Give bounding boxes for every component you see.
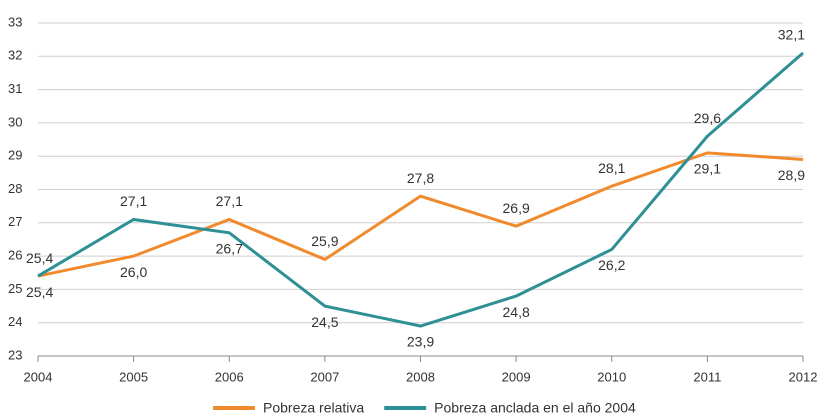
series-line — [37, 51, 804, 328]
data-label: 25,9 — [311, 233, 338, 249]
x-tick-label: 2008 — [406, 369, 435, 384]
data-label: 27,8 — [407, 170, 434, 186]
data-label: 29,1 — [694, 161, 721, 177]
y-tick-label: 30 — [8, 114, 22, 129]
data-label: 27,1 — [120, 193, 147, 209]
y-tick-label: 26 — [8, 248, 22, 263]
x-tick-label: 2012 — [789, 369, 818, 384]
y-tick-label: 31 — [8, 81, 22, 96]
data-label: 26,0 — [120, 264, 147, 280]
y-tick-label: 25 — [8, 281, 22, 296]
x-tick-label: 2011 — [693, 369, 721, 384]
x-tick-label: 2010 — [597, 369, 626, 384]
data-label: 28,1 — [598, 160, 625, 176]
data-label: 26,7 — [216, 240, 243, 256]
data-label: 25,4 — [26, 250, 53, 266]
x-tick-label: 2004 — [24, 369, 53, 384]
x-tick-label: 2005 — [119, 369, 148, 384]
data-label: 28,9 — [778, 167, 805, 183]
x-tick-label: 2006 — [215, 369, 244, 384]
y-tick-label: 27 — [8, 214, 22, 229]
legend-label: Pobreza anclada en el año 2004 — [434, 400, 636, 416]
y-tick-label: 24 — [8, 314, 22, 329]
data-label: 26,9 — [503, 200, 530, 216]
y-tick-label: 29 — [8, 148, 22, 163]
legend-label: Pobreza relativa — [263, 400, 364, 416]
x-tick-label: 2009 — [502, 369, 531, 384]
data-label: 23,9 — [407, 334, 434, 350]
data-label: 29,6 — [694, 110, 721, 126]
x-tick-label: 2007 — [310, 369, 339, 384]
data-label: 27,1 — [216, 193, 243, 209]
series-line — [37, 151, 804, 278]
data-label: 32,1 — [778, 27, 805, 43]
y-tick-label: 33 — [8, 14, 22, 29]
data-label: 24,5 — [311, 314, 338, 330]
data-label: 25,4 — [26, 284, 53, 300]
y-tick-label: 23 — [8, 347, 22, 362]
data-label: 26,2 — [598, 257, 625, 273]
data-label: 24,8 — [503, 304, 530, 320]
y-tick-label: 32 — [8, 48, 22, 63]
y-tick-label: 28 — [8, 181, 22, 196]
